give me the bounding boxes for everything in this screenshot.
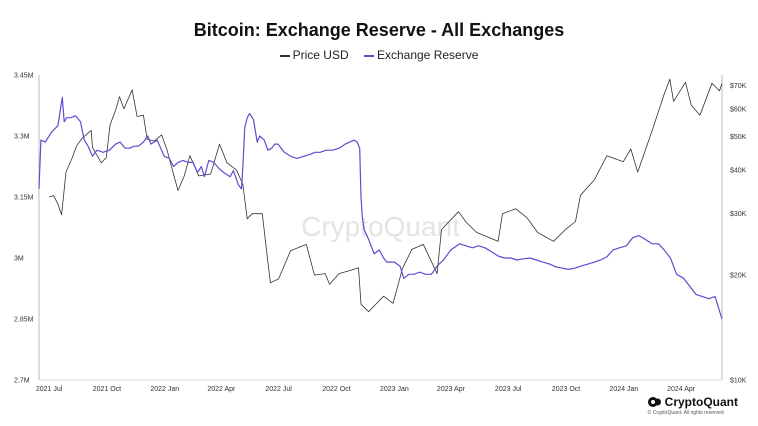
- x-tick-label: 2021 Jul: [36, 386, 63, 393]
- x-tick-label: 2023 Apr: [437, 386, 466, 393]
- legend-label-price: Price USD: [292, 48, 349, 62]
- x-tick-label: 2022 Jul: [265, 386, 292, 393]
- exchange-reserve-line: [38, 96, 723, 320]
- right-tick-label: $60K: [730, 106, 747, 113]
- left-tick-label: 3.45M: [14, 73, 34, 80]
- x-tick-label: 2023 Jul: [495, 386, 522, 393]
- right-tick-label: $70K: [730, 83, 747, 90]
- left-tick-label: 2.7M: [14, 378, 30, 385]
- x-tick-label: 2022 Jan: [150, 386, 179, 393]
- x-tick-label: 2021 Oct: [93, 386, 121, 393]
- legend-entry-reserve[interactable]: Exchange Reserve: [363, 48, 479, 62]
- left-tick-label: 3M: [14, 256, 24, 263]
- x-tick-label: 2022 Oct: [322, 386, 350, 393]
- legend-label-reserve: Exchange Reserve: [376, 48, 479, 62]
- chart-title: Bitcoin: Exchange Reserve - All Exchange…: [193, 20, 565, 40]
- x-tick-label: 2024 Jan: [609, 386, 638, 393]
- left-tick-label: 2.85M: [14, 317, 34, 324]
- brand-block: CryptoQuant © CryptoQuant. All rights re…: [647, 395, 738, 416]
- brand-name-row: CryptoQuant: [647, 395, 738, 409]
- legend-swatch-price: [279, 54, 290, 57]
- left-tick-label: 3.15M: [14, 195, 34, 202]
- x-tick-label: 2023 Oct: [552, 386, 580, 393]
- watermark-text: CryptoQuant: [301, 211, 460, 242]
- price-usd-line: [48, 78, 723, 313]
- x-tick-label: 2024 Apr: [667, 386, 696, 393]
- right-tick-label: $20K: [730, 273, 747, 280]
- brand-name: CryptoQuant: [664, 395, 738, 409]
- cryptoquant-logo-icon: [647, 397, 661, 407]
- legend: Price USD Exchange Reserve: [0, 48, 758, 62]
- legend-entry-price[interactable]: Price USD: [279, 48, 349, 62]
- legend-swatch-reserve: [363, 54, 374, 57]
- right-tick-label: $40K: [730, 168, 747, 175]
- left-tick-label: 3.3M: [14, 134, 30, 141]
- right-tick-label: $30K: [730, 211, 747, 218]
- x-tick-label: 2022 Apr: [207, 386, 236, 393]
- right-tick-label: $10K: [730, 378, 747, 385]
- brand-copyright: © CryptoQuant. All rights reserved: [647, 410, 724, 416]
- right-tick-label: $50K: [730, 134, 747, 141]
- x-tick-label: 2023 Jan: [380, 386, 409, 393]
